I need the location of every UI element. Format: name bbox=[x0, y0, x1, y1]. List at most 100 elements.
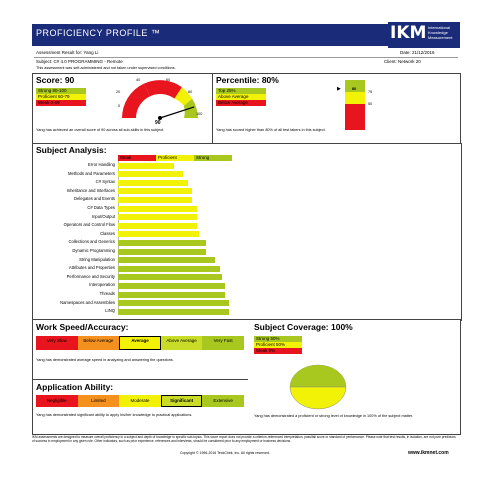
work-speed-above-average: Above Average bbox=[160, 336, 203, 350]
header-bar bbox=[32, 24, 460, 46]
gauge-needle bbox=[159, 106, 195, 119]
work-speed-box bbox=[32, 319, 250, 381]
percentile-box bbox=[212, 73, 461, 145]
percentile-scale-top bbox=[345, 80, 365, 92]
percentile-marker-arrow: ▶ bbox=[337, 86, 341, 92]
skill-label: Attributes and Properties bbox=[68, 265, 115, 271]
level-weak: Weak bbox=[118, 155, 156, 161]
gauge-proficient-arc bbox=[174, 87, 193, 106]
application-title: Application Ability: bbox=[36, 382, 114, 392]
application-extensive: Extensive bbox=[202, 395, 244, 407]
footer-disclaimer: IKM assessments are designed to measure … bbox=[32, 435, 456, 443]
percentile-divider bbox=[212, 73, 213, 143]
score-gauge bbox=[122, 80, 198, 120]
skill-bar bbox=[118, 291, 225, 298]
skill-label: Collections and Generics bbox=[68, 239, 115, 245]
percentile-scale-75: 75 bbox=[368, 90, 373, 94]
coverage-legend-proficient: Proficient 50% bbox=[254, 342, 302, 348]
skill-bar bbox=[118, 265, 221, 272]
skill-label: C# Syntax bbox=[95, 179, 115, 185]
gauge-tick-0: 0 bbox=[118, 104, 121, 108]
application-moderate: Moderate bbox=[119, 395, 161, 407]
coverage-legend-strong: Strong 50% bbox=[254, 336, 302, 342]
client: Client: Network 20 bbox=[384, 59, 421, 64]
chart-axis bbox=[118, 161, 119, 315]
application-box bbox=[32, 379, 250, 435]
skill-bar bbox=[118, 257, 216, 264]
skill-label: Operators and Control Flow bbox=[63, 222, 115, 228]
skill-bar bbox=[118, 300, 230, 307]
gauge-weak-arc-2 bbox=[143, 80, 182, 99]
supervision-note: This assessment was self-administered an… bbox=[36, 66, 176, 70]
percentile-legend-below: Below Average bbox=[216, 100, 266, 106]
skill-label: LINQ bbox=[105, 308, 115, 314]
subject-analysis-title: Subject Analysis: bbox=[36, 145, 107, 155]
application-text: Yang has demonstrated significant abilit… bbox=[36, 413, 193, 417]
skill-label: Performance and Security bbox=[66, 273, 115, 279]
gauge-hub bbox=[158, 116, 162, 120]
coverage-pie bbox=[289, 364, 347, 410]
skill-label: String Manipulation bbox=[79, 256, 115, 262]
coverage-text: Yang has demonstrated a proficient or st… bbox=[254, 414, 414, 418]
level-strong: Strong bbox=[194, 155, 232, 161]
skill-label: Methods and Parameters bbox=[67, 170, 115, 176]
work-speed-title: Work Speed/Accuracy: bbox=[36, 322, 129, 332]
skill-bar bbox=[118, 222, 197, 229]
skill-label: Classes bbox=[100, 230, 115, 236]
percentile-scale-below bbox=[345, 104, 365, 130]
application-scale: Negligible Limited Moderate Significant … bbox=[36, 395, 244, 407]
score-legend: Strong 80-100 Proficient 60-79 Weak 0-59 bbox=[36, 88, 86, 106]
skill-label: Input/Output bbox=[91, 213, 115, 219]
divider bbox=[34, 57, 458, 58]
subject: Subject: C# 4.0 PROGRAMMING - Remote bbox=[36, 59, 123, 64]
percentile-marker-label: 80 bbox=[352, 87, 357, 91]
skill-label: Threads bbox=[99, 291, 115, 296]
work-speed-average: Average bbox=[119, 336, 161, 350]
application-negligible: Negligible bbox=[36, 395, 78, 407]
logo bbox=[388, 22, 460, 48]
gauge-tick-60: 60 bbox=[166, 78, 171, 82]
skill-label: Interoperation bbox=[89, 282, 115, 288]
score-legend-weak: Weak 0-59 bbox=[36, 100, 86, 106]
level-proficient: Proficient bbox=[156, 155, 194, 161]
coverage-legend: Strong 50% Proficient 50% Weak 0% bbox=[254, 336, 302, 354]
skill-bar bbox=[118, 205, 197, 212]
footer-url[interactable]: www.ikmnet.com bbox=[408, 450, 449, 456]
skill-label: C# Data Types bbox=[87, 205, 115, 210]
work-speed-text: Yang has demonstrated average speed in a… bbox=[36, 358, 174, 362]
skill-bar bbox=[118, 214, 197, 221]
skill-bar bbox=[118, 188, 193, 195]
percentile-scale-50: 50 bbox=[368, 102, 373, 106]
skill-label: Delegates and Events bbox=[74, 196, 115, 202]
skill-bar bbox=[118, 282, 225, 289]
gauge-tick-100: 100 bbox=[196, 112, 203, 116]
gauge-value: 90 bbox=[155, 120, 161, 126]
page-title: PROFICIENCY PROFILE ™ bbox=[36, 28, 161, 38]
skill-bar bbox=[118, 308, 230, 315]
result-for: Assessment Result for: Yang Li bbox=[36, 50, 99, 55]
skill-label: Namespaces and Assemblies bbox=[60, 299, 115, 305]
work-speed-very-fast: Very Fast bbox=[202, 336, 244, 350]
application-limited: Limited bbox=[77, 395, 120, 407]
subject-analysis-box bbox=[32, 143, 462, 321]
gauge-tick-20: 20 bbox=[116, 90, 121, 94]
score-legend-strong: Strong 80-100 bbox=[36, 88, 86, 94]
percentile-text: Yang has scored higher than 80% of all t… bbox=[216, 128, 326, 132]
work-speed-below-average: Below Average bbox=[77, 336, 120, 350]
score-legend-proficient: Proficient 60-79 bbox=[36, 94, 86, 100]
skill-label: Dynamic Programming bbox=[72, 248, 115, 253]
skill-bar bbox=[118, 179, 188, 186]
percentile-legend-above: Above Average bbox=[216, 94, 266, 100]
skill-bar bbox=[118, 196, 193, 203]
application-significant: Significant bbox=[160, 395, 203, 407]
logo-text: IKM bbox=[390, 23, 427, 43]
skill-bar bbox=[118, 239, 207, 246]
percentile-title: Percentile: 80% bbox=[216, 75, 279, 85]
skill-bar bbox=[118, 171, 183, 178]
gauge-weak-arc bbox=[122, 83, 151, 118]
coverage-legend-weak: Weak 0% bbox=[254, 348, 302, 354]
skill-bar bbox=[118, 162, 174, 169]
percentile-legend: Top 25% Above Average Below Average bbox=[216, 88, 266, 106]
skill-label: Inheritance and Interfaces bbox=[66, 187, 115, 193]
